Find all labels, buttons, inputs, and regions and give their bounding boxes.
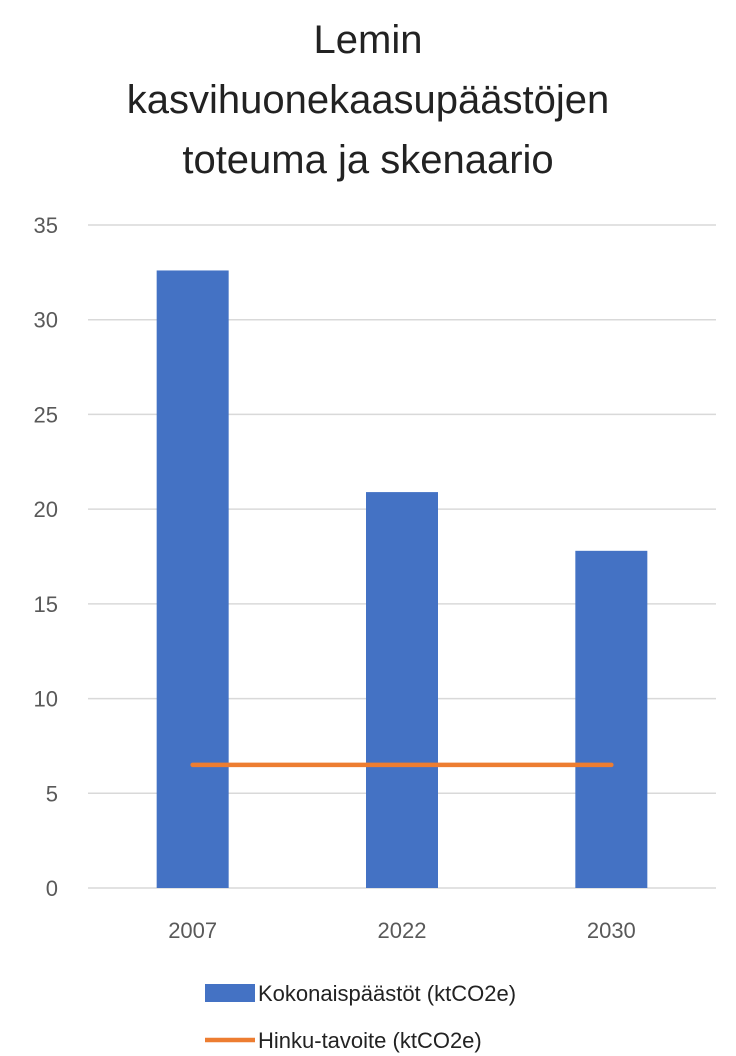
- legend-swatch-bar: [205, 984, 255, 1002]
- chart-title: Lemin kasvihuonekaasupäästöjen toteuma j…: [0, 10, 736, 190]
- chart-title-line-2: kasvihuonekaasupäästöjen: [126, 78, 610, 122]
- y-tick-label: 30: [34, 308, 58, 333]
- y-tick-label: 10: [34, 687, 58, 712]
- y-tick-label: 25: [34, 402, 58, 427]
- y-tick-label: 5: [46, 781, 58, 806]
- bar: [156, 270, 229, 888]
- x-tick-label: 2022: [378, 918, 427, 943]
- y-tick-label: 15: [34, 592, 58, 617]
- legend-label: Kokonaispäästöt (ktCO2e): [258, 981, 516, 1006]
- bar: [575, 550, 648, 888]
- legend-label: Hinku-tavoite (ktCO2e): [258, 1028, 482, 1053]
- x-tick-label: 2007: [168, 918, 217, 943]
- y-tick-label: 20: [34, 497, 58, 522]
- bar: [366, 492, 438, 888]
- x-tick-label: 2030: [587, 918, 636, 943]
- chart-title-line-1: Lemin: [313, 18, 423, 62]
- chart-title-line-3: toteuma ja skenaario: [182, 138, 554, 182]
- y-tick-label: 35: [34, 213, 58, 238]
- y-tick-label: 0: [46, 876, 58, 901]
